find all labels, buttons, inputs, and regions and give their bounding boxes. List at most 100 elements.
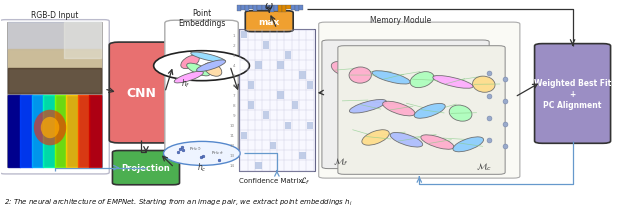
Ellipse shape [34, 110, 66, 146]
FancyBboxPatch shape [257, 6, 262, 11]
Ellipse shape [154, 52, 250, 81]
FancyBboxPatch shape [262, 42, 269, 49]
Text: Weighted Best Fit
+
PC Alignment: Weighted Best Fit + PC Alignment [534, 78, 611, 110]
FancyBboxPatch shape [248, 102, 254, 109]
Text: 1: 1 [232, 34, 235, 37]
Text: Confidence Matrix: Confidence Matrix [239, 177, 302, 183]
FancyBboxPatch shape [255, 162, 262, 169]
Ellipse shape [364, 64, 387, 80]
Ellipse shape [417, 70, 457, 83]
Text: 2: The neural architecture of EMPNet. Starting from an image pair, we extract po: 2: The neural architecture of EMPNet. St… [4, 195, 353, 206]
Ellipse shape [362, 130, 389, 145]
Ellipse shape [41, 117, 60, 139]
FancyBboxPatch shape [237, 6, 241, 12]
Text: $\mathrm{Pr}(c_1)$: $\mathrm{Pr}(c_1)$ [189, 145, 202, 153]
FancyBboxPatch shape [266, 6, 270, 11]
FancyBboxPatch shape [7, 23, 102, 94]
Text: max: max [259, 18, 280, 27]
Ellipse shape [414, 104, 445, 119]
Ellipse shape [440, 131, 465, 147]
Ellipse shape [332, 62, 357, 78]
FancyBboxPatch shape [300, 72, 306, 79]
Ellipse shape [433, 76, 473, 89]
FancyBboxPatch shape [7, 96, 102, 167]
FancyBboxPatch shape [241, 32, 247, 39]
Ellipse shape [204, 63, 222, 77]
Ellipse shape [383, 102, 415, 116]
Ellipse shape [339, 126, 380, 138]
Text: 2: 2 [232, 44, 235, 48]
Ellipse shape [472, 77, 495, 93]
FancyBboxPatch shape [291, 6, 295, 11]
Text: Projection: Projection [122, 163, 170, 172]
Text: 11: 11 [230, 134, 235, 138]
Text: 12: 12 [230, 144, 235, 148]
Ellipse shape [349, 100, 387, 114]
FancyBboxPatch shape [534, 44, 611, 144]
Text: 4: 4 [232, 64, 235, 68]
Text: Memory Module: Memory Module [370, 16, 431, 25]
Ellipse shape [196, 61, 226, 72]
Ellipse shape [394, 99, 433, 112]
FancyBboxPatch shape [249, 6, 253, 10]
Text: CNN: CNN [126, 87, 156, 99]
FancyBboxPatch shape [262, 6, 266, 11]
FancyBboxPatch shape [285, 52, 291, 59]
FancyBboxPatch shape [307, 82, 313, 89]
FancyBboxPatch shape [239, 30, 315, 171]
FancyBboxPatch shape [285, 122, 291, 129]
Text: $\mathrm{Pr}(c_n)$: $\mathrm{Pr}(c_n)$ [211, 149, 225, 157]
Text: $h_f$: $h_f$ [181, 77, 190, 90]
FancyBboxPatch shape [241, 6, 245, 11]
FancyBboxPatch shape [338, 47, 505, 174]
Text: 14: 14 [230, 164, 235, 168]
FancyBboxPatch shape [253, 6, 257, 12]
FancyBboxPatch shape [274, 6, 278, 12]
FancyBboxPatch shape [245, 12, 293, 33]
Text: Point
Embeddings: Point Embeddings [178, 9, 225, 28]
Ellipse shape [449, 105, 472, 122]
Text: 13: 13 [230, 154, 235, 158]
Text: 6: 6 [232, 84, 235, 88]
Ellipse shape [390, 133, 422, 147]
FancyBboxPatch shape [307, 122, 313, 129]
Text: 3: 3 [232, 54, 235, 58]
Ellipse shape [164, 142, 240, 166]
Ellipse shape [349, 68, 371, 84]
FancyBboxPatch shape [295, 6, 299, 12]
Ellipse shape [340, 93, 364, 109]
FancyBboxPatch shape [262, 112, 269, 119]
Ellipse shape [372, 71, 410, 85]
Text: $\mathcal{M}_f$: $\mathcal{M}_f$ [333, 156, 349, 167]
Ellipse shape [376, 127, 406, 142]
Ellipse shape [369, 96, 396, 111]
Ellipse shape [453, 137, 484, 152]
Ellipse shape [390, 67, 422, 82]
FancyBboxPatch shape [299, 6, 303, 11]
FancyBboxPatch shape [255, 62, 262, 69]
Text: $\mathcal{L}_f$: $\mathcal{L}_f$ [300, 174, 311, 186]
FancyBboxPatch shape [241, 132, 247, 139]
Text: $\mathcal{M}_c$: $\mathcal{M}_c$ [476, 161, 492, 173]
FancyBboxPatch shape [0, 21, 109, 174]
Text: 7: 7 [232, 94, 235, 98]
FancyBboxPatch shape [270, 142, 276, 149]
Ellipse shape [191, 53, 225, 63]
FancyBboxPatch shape [270, 6, 274, 13]
Text: 8: 8 [232, 104, 235, 108]
Text: 5: 5 [232, 74, 235, 78]
Text: 9: 9 [232, 114, 235, 118]
FancyBboxPatch shape [282, 6, 287, 13]
Text: 10: 10 [230, 124, 235, 128]
Ellipse shape [424, 102, 465, 114]
FancyBboxPatch shape [300, 152, 306, 159]
FancyBboxPatch shape [278, 6, 282, 13]
FancyBboxPatch shape [322, 41, 489, 169]
Ellipse shape [410, 72, 434, 88]
FancyBboxPatch shape [292, 102, 298, 109]
Text: $\omega$: $\omega$ [264, 1, 274, 11]
FancyBboxPatch shape [277, 62, 284, 69]
FancyBboxPatch shape [277, 92, 284, 99]
Text: $h_c$: $h_c$ [197, 161, 207, 173]
Ellipse shape [187, 64, 210, 76]
